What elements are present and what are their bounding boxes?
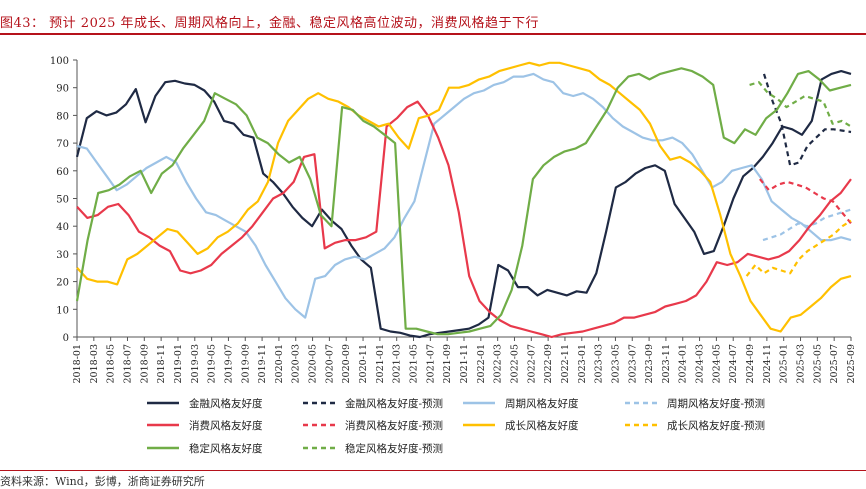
x-tick-label: 2019-03 [190, 344, 201, 383]
legend-label: 周期风格友好度-预测 [667, 397, 765, 410]
x-tick-label: 2018-09 [139, 344, 150, 383]
title-rule [0, 33, 866, 35]
x-tick-label: 2023-11 [661, 344, 672, 383]
x-tick-label: 2024-05 [711, 344, 722, 383]
x-tick-label: 2025-09 [846, 344, 857, 383]
y-tick-label: 80 [56, 111, 69, 122]
x-tick-label: 2018-03 [89, 344, 100, 383]
y-tick-label: 60 [56, 167, 69, 178]
x-tick-label: 2025-03 [796, 344, 807, 383]
series-line-cyclical-forecast [762, 208, 852, 242]
x-tick-label: 2023-03 [594, 344, 605, 383]
x-tick-label: 2019-07 [223, 344, 234, 383]
x-tick-label: 2021-07 [425, 344, 436, 383]
series-line-consumer-forecast [759, 178, 852, 225]
x-tick-label: 2024-07 [728, 344, 739, 383]
x-tick-label: 2020-01 [274, 344, 285, 383]
x-tick-label: 2023-01 [577, 344, 588, 383]
series-line-growth [76, 61, 852, 333]
legend-label: 消费风格友好度 [189, 419, 263, 432]
series-line-financial [75, 70, 852, 339]
x-tick-label: 2018-07 [122, 344, 133, 383]
x-tick-label: 2023-07 [627, 344, 638, 383]
x-tick-label: 2020-09 [341, 344, 352, 383]
x-tick-label: 2024-03 [695, 344, 706, 383]
y-tick-label: 40 [56, 222, 69, 233]
legend-label: 金融风格友好度 [189, 397, 263, 410]
legend-label: 周期风格友好度 [505, 397, 579, 410]
x-tick-label: 2020-07 [324, 344, 335, 383]
legend-label: 成长风格友好度-预测 [667, 419, 765, 432]
axes: 0 10 20 30 40 50 60 70 80 90 100 2018-01 2018-03 2018… [50, 56, 857, 383]
x-tick-label: 2024-11 [762, 344, 773, 383]
y-tick-label: 20 [56, 278, 69, 289]
source-note: 资料来源：Wind，彭博，浙商证券研究所 [0, 475, 205, 488]
chart-title: 图43： 预计 2025 年成长、周期风格向上，金融、稳定风格高位波动，消费风格… [0, 16, 540, 31]
y-tick-label: 70 [56, 139, 69, 150]
x-tick-label: 2020-05 [308, 344, 319, 383]
series-line-stable-forecast [749, 81, 852, 128]
x-tick-label: 2020-11 [358, 344, 369, 383]
x-tick-label: 2021-11 [459, 344, 470, 383]
x-tick-label: 2022-09 [543, 344, 554, 383]
y-tick-label: 30 [56, 250, 69, 261]
x-tick-label: 2024-09 [745, 344, 756, 383]
x-tick-label: 2023-09 [644, 344, 655, 383]
x-tick-label: 2018-05 [106, 344, 117, 383]
legend-label: 消费风格友好度-预测 [345, 419, 443, 432]
series-line-growth-forecast [745, 219, 852, 277]
x-tick-label: 2019-09 [240, 344, 251, 383]
x-tick-label: 2022-05 [509, 344, 520, 383]
x-tick-label: 2021-05 [409, 344, 420, 383]
legend: 金融风格友好度 金融风格友好度-预测 周期风格友好度 周期风格友好度-预测消费风格友好… [147, 397, 765, 455]
x-tick-label: 2024-01 [678, 344, 689, 383]
x-tick-label: 2021-01 [375, 344, 386, 383]
x-tick-label: 2018-11 [156, 344, 167, 383]
legend-label: 金融风格友好度-预测 [345, 397, 443, 410]
x-tick-label: 2019-05 [207, 344, 218, 383]
line-chart: 0 10 20 30 40 50 60 70 80 90 100 2018-01 2018-03 2018… [50, 56, 857, 455]
series-line-consumer [76, 100, 852, 339]
x-tick-label: 2022-03 [493, 344, 504, 383]
x-tick-label: 2021-09 [442, 344, 453, 383]
y-tick-label: 10 [56, 305, 69, 316]
x-tick-label: 2022-11 [560, 344, 571, 383]
x-tick-label: 2025-07 [829, 344, 840, 383]
y-tick-label: 100 [50, 56, 69, 67]
x-tick-label: 2023-05 [610, 344, 621, 383]
series-line-cyclical [76, 72, 852, 319]
x-tick-label: 2025-01 [779, 344, 790, 383]
y-tick-label: 90 [56, 84, 69, 95]
series-group [75, 61, 852, 339]
y-tick-label: 0 [63, 333, 69, 344]
x-tick-label: 2020-03 [291, 344, 302, 383]
x-tick-label: 2025-05 [812, 344, 823, 383]
bottom-rule [0, 470, 866, 471]
legend-label: 稳定风格友好度 [189, 442, 263, 455]
series-line-stable [75, 67, 852, 336]
x-tick-label: 2019-11 [257, 344, 268, 383]
y-tick-label: 50 [56, 195, 69, 206]
legend-label: 成长风格友好度 [505, 419, 579, 432]
x-tick-label: 2022-07 [526, 344, 537, 383]
x-tick-label: 2021-03 [392, 344, 403, 383]
x-tick-label: 2022-01 [476, 344, 487, 383]
legend-label: 稳定风格友好度-预测 [345, 442, 443, 455]
x-tick-label: 2018-01 [72, 344, 83, 383]
x-tick-label: 2019-01 [173, 344, 184, 383]
